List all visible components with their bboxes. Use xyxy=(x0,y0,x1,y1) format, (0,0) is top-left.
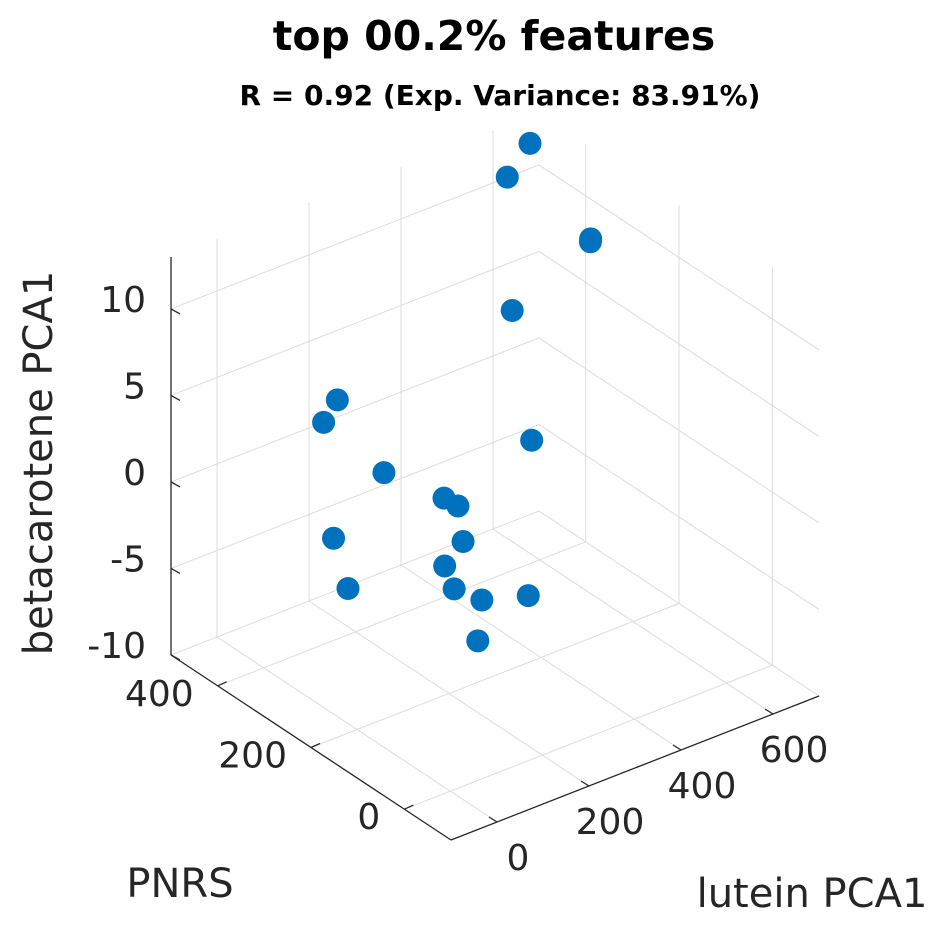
z-tick-mark xyxy=(170,567,181,575)
data-point xyxy=(433,554,457,578)
data-point xyxy=(336,577,360,601)
data-point xyxy=(495,165,519,189)
x-tick-mark xyxy=(580,780,590,787)
y-tick-label: 0 xyxy=(357,797,380,838)
data-point xyxy=(322,526,346,550)
x-tick-label: 0 xyxy=(507,838,530,879)
z-tick-mark xyxy=(170,308,181,315)
y-tick-label: 200 xyxy=(218,736,287,777)
data-point xyxy=(520,428,544,452)
z-tick-mark xyxy=(170,654,181,661)
z-axis-label: betacarotene PCA1 xyxy=(16,271,62,656)
z-tick-label: 10 xyxy=(100,280,146,321)
data-point xyxy=(312,410,336,434)
y-tick-mark xyxy=(404,804,414,810)
x-tick-mark xyxy=(488,816,498,823)
data-point xyxy=(451,530,475,554)
grid-line xyxy=(310,603,680,748)
x-axis-line xyxy=(450,695,820,841)
data-point xyxy=(372,461,396,485)
data-point xyxy=(442,577,466,601)
x-tick-label: 200 xyxy=(576,802,645,843)
z-tick-label: -5 xyxy=(110,539,146,580)
data-point xyxy=(325,388,349,412)
x-tick-mark xyxy=(672,744,682,751)
y-tick-mark xyxy=(310,742,321,749)
grid-lines xyxy=(170,131,820,823)
z-tick-label: 0 xyxy=(123,453,146,494)
data-points xyxy=(312,131,603,653)
data-point xyxy=(466,629,490,653)
grid-line xyxy=(538,424,820,610)
grid-line xyxy=(538,337,820,524)
x-axis-label: lutein PCA1 xyxy=(697,871,928,917)
z-tick-mark xyxy=(170,394,181,402)
grid-line xyxy=(404,664,773,810)
y-tick-label: 400 xyxy=(125,674,194,715)
y-tick-mark xyxy=(217,681,227,687)
z-tick-label: 5 xyxy=(123,366,146,407)
grid-line xyxy=(170,424,540,569)
x-tick-label: 600 xyxy=(760,730,829,771)
axes: 0 200 400 600 0 200 400 -10 -5 0 5 10 xyxy=(87,257,828,879)
data-point xyxy=(518,131,542,155)
x-tick-label: 400 xyxy=(668,766,737,807)
grid-line xyxy=(170,337,540,483)
grid-line xyxy=(217,541,586,687)
grid-line xyxy=(170,250,540,396)
grid-line xyxy=(538,510,820,697)
grid-line xyxy=(538,251,820,437)
grid-line xyxy=(538,164,820,351)
z-tick-mark xyxy=(170,481,181,488)
data-point xyxy=(446,494,470,518)
chart-title: top 00.2% features xyxy=(273,12,715,60)
data-point xyxy=(578,230,602,254)
z-tick-label: -10 xyxy=(87,626,146,667)
grid-line xyxy=(170,164,540,310)
data-point xyxy=(516,584,540,608)
y-axis-label: PNRS xyxy=(126,861,233,907)
data-point xyxy=(500,298,524,322)
data-point xyxy=(470,588,494,612)
x-tick-mark xyxy=(764,708,774,715)
chart-subtitle: R = 0.92 (Exp. Variance: 83.91%) xyxy=(240,79,761,112)
